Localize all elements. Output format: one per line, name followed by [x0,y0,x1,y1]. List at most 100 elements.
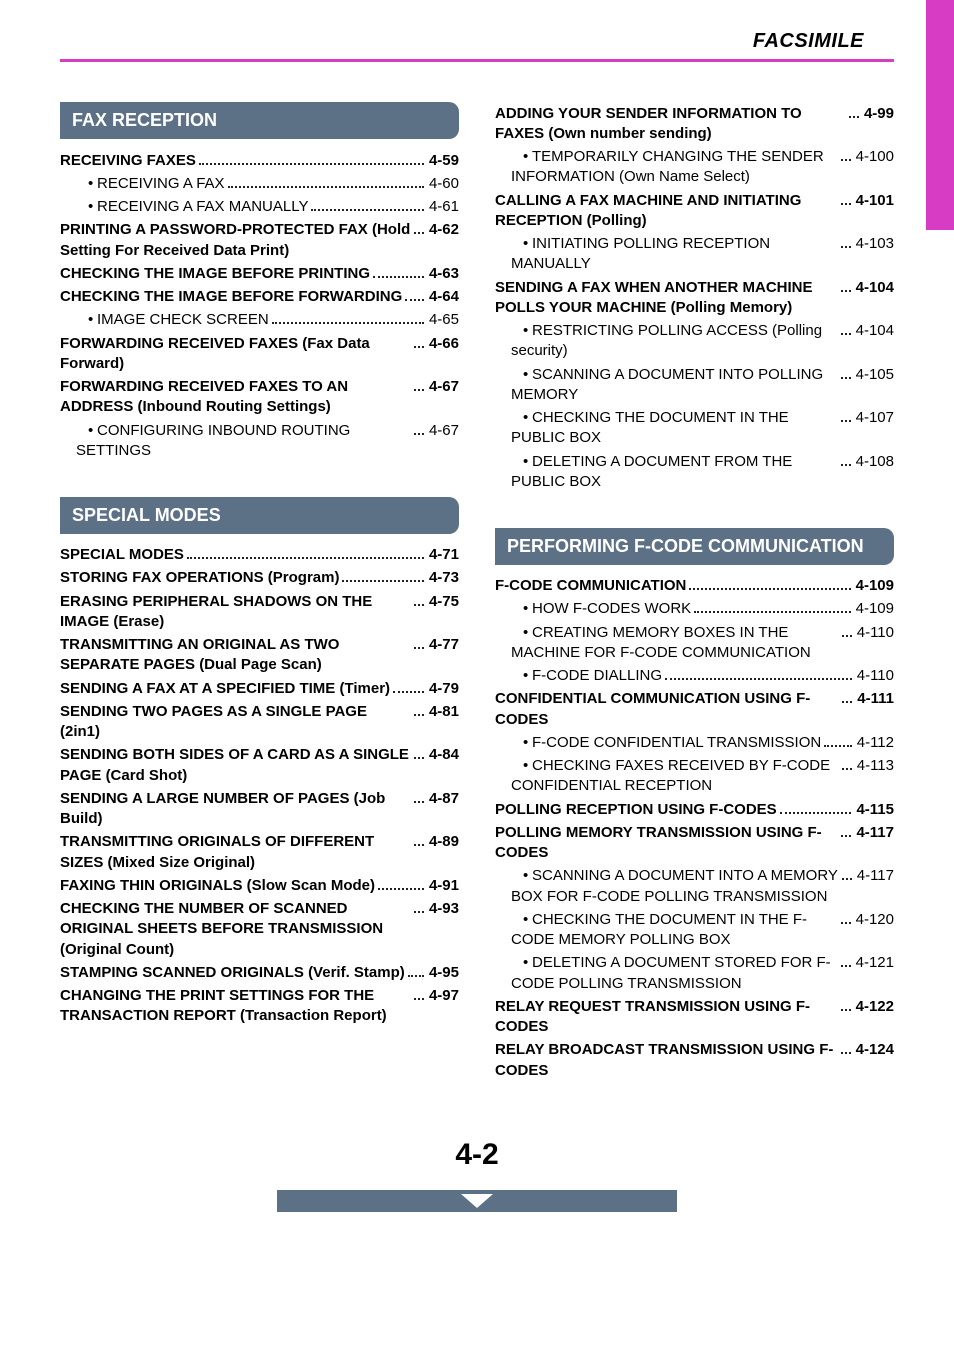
toc-page: 4-110 [855,623,894,643]
leader-dots [842,691,852,703]
toc-entry[interactable]: •RESTRICTING POLLING ACCESS (Polling sec… [495,320,894,364]
toc-label: CALLING A FAX MACHINE AND INITIATING REC… [495,191,838,232]
toc-page: 4-95 [427,963,459,983]
toc-entry[interactable]: STORING FAX OPERATIONS (Program)4-73 [60,567,459,590]
toc-entry[interactable]: •INITIATING POLLING RECEPTION MANUALLY 4-… [495,233,894,277]
toc-entry[interactable]: CHANGING THE PRINT SETTINGS FOR THE TRAN… [60,985,459,1029]
toc-page: 4-103 [854,234,894,254]
toc-label: RELAY REQUEST TRANSMISSION USING F-CODES [495,997,838,1038]
toc-page: 4-84 [427,745,459,765]
toc-entry[interactable]: FAXING THIN ORIGINALS (Slow Scan Mode)4-… [60,874,459,897]
toc-entry[interactable]: SENDING TWO PAGES AS A SINGLE PAGE (2in1… [60,700,459,744]
leader-dots [187,547,424,559]
leader-dots [311,199,424,211]
toc-page: 4-117 [855,866,894,886]
toc-page: 4-93 [427,899,459,919]
toc-page: 4-65 [427,310,459,330]
toc-entry[interactable]: •DELETING A DOCUMENT FROM THE PUBLIC BOX… [495,450,894,494]
toc-page: 4-100 [854,147,894,167]
toc-entry[interactable]: RECEIVING FAXES4-59 [60,149,459,172]
toc-entry[interactable]: •RECEIVING A FAX4-60 [60,172,459,195]
page: FACSIMILE FAX RECEPTIONRECEIVING FAXES4-… [0,0,954,1252]
toc-entry[interactable]: SENDING A FAX AT A SPECIFIED TIME (Timer… [60,677,459,700]
toc-entry[interactable]: POLLING RECEPTION USING F-CODES4-115 [495,798,894,821]
toc-label: SENDING TWO PAGES AS A SINGLE PAGE (2in1… [60,702,411,743]
leader-dots [272,312,424,324]
toc-entry[interactable]: •DELETING A DOCUMENT STORED FOR F-CODE P… [495,952,894,996]
toc-entry[interactable]: CONFIDENTIAL COMMUNICATION USING F-CODES… [495,688,894,732]
footer-bar [0,1190,954,1212]
toc-entry[interactable]: FORWARDING RECEIVED FAXES (Fax Data Forw… [60,332,459,376]
leader-dots [841,1042,851,1054]
leader-dots [414,222,424,234]
toc-label: •F-CODE DIALLING [511,666,662,686]
toc-page: 4-101 [854,191,894,211]
toc-entry[interactable]: POLLING MEMORY TRANSMISSION USING F-CODE… [495,821,894,865]
toc-entry[interactable]: RELAY REQUEST TRANSMISSION USING F-CODES… [495,995,894,1039]
toc-entry[interactable]: CALLING A FAX MACHINE AND INITIATING REC… [495,189,894,233]
toc-entry[interactable]: SENDING A FAX WHEN ANOTHER MACHINE POLLS… [495,276,894,320]
toc-entry[interactable]: •TEMPORARILY CHANGING THE SENDER INFORMA… [495,146,894,190]
toc-entry[interactable]: •RECEIVING A FAX MANUALLY4-61 [60,196,459,219]
toc-label: CHECKING THE IMAGE BEFORE FORWARDING [60,287,402,307]
next-page-button[interactable] [277,1190,677,1212]
leader-dots [841,193,851,205]
header-title: FACSIMILE [60,30,894,53]
toc-entry[interactable]: SENDING BOTH SIDES OF A CARD AS A SINGLE… [60,744,459,788]
toc-page: 4-66 [427,334,459,354]
toc-entry[interactable]: ERASING PERIPHERAL SHADOWS ON THE IMAGE … [60,590,459,634]
toc-label: RELAY BROADCAST TRANSMISSION USING F-COD… [495,1040,838,1081]
toc-entry[interactable]: TRANSMITTING ORIGINALS OF DIFFERENT SIZE… [60,831,459,875]
toc-label: •CHECKING THE DOCUMENT IN THE F-CODE MEM… [511,910,838,951]
toc-entry[interactable]: •CONFIGURING INBOUND ROUTING SETTINGS4-6… [60,419,459,463]
toc-entry[interactable]: TRANSMITTING AN ORIGINAL AS TWO SEPARATE… [60,634,459,678]
toc-entry[interactable]: ADDING YOUR SENDER INFORMATION TO FAXES … [495,102,894,146]
leader-dots [414,379,424,391]
toc-entry[interactable]: •CHECKING THE DOCUMENT IN THE PUBLIC BOX… [495,407,894,451]
toc-entry[interactable]: •CHECKING FAXES RECEIVED BY F-CODE CONFI… [495,755,894,799]
toc-label: TRANSMITTING ORIGINALS OF DIFFERENT SIZE… [60,832,411,873]
leader-dots [849,106,859,118]
leader-dots [414,901,424,913]
toc-entry[interactable]: CHECKING THE IMAGE BEFORE PRINTING4-63 [60,262,459,285]
toc-entry[interactable]: F-CODE COMMUNICATION4-109 [495,575,894,598]
leader-dots [842,758,852,770]
toc-entry[interactable]: PRINTING A PASSWORD-PROTECTED FAX (Hold … [60,219,459,263]
toc-entry[interactable]: FORWARDING RECEIVED FAXES TO AN ADDRESS … [60,376,459,420]
toc-page: 4-62 [427,220,459,240]
toc-label: •INITIATING POLLING RECEPTION MANUALLY [511,234,838,275]
toc-page: 4-124 [854,1040,894,1060]
side-tab [926,0,954,230]
toc-label: •RECEIVING A FAX MANUALLY [76,197,308,217]
toc-entry[interactable]: STAMPING SCANNED ORIGINALS (Verif. Stamp… [60,961,459,984]
toc-label: SENDING BOTH SIDES OF A CARD AS A SINGLE… [60,745,411,786]
toc-entry[interactable]: CHECKING THE IMAGE BEFORE FORWARDING4-64 [60,286,459,309]
toc-entry[interactable]: •CHECKING THE DOCUMENT IN THE F-CODE MEM… [495,908,894,952]
leader-dots [414,834,424,846]
toc-entry[interactable]: •SCANNING A DOCUMENT INTO A MEMORY BOX F… [495,865,894,909]
toc-label: •CONFIGURING INBOUND ROUTING SETTINGS [76,421,411,462]
toc-entry[interactable]: •IMAGE CHECK SCREEN4-65 [60,309,459,332]
chevron-down-icon [461,1194,493,1208]
toc-entry[interactable]: •F-CODE CONFIDENTIAL TRANSMISSION4-112 [495,731,894,754]
toc-entry[interactable]: •CREATING MEMORY BOXES IN THE MACHINE FO… [495,621,894,665]
toc-page: 4-63 [427,264,459,284]
leader-dots [414,704,424,716]
toc-label: •RESTRICTING POLLING ACCESS (Polling sec… [511,321,838,362]
toc-label: STORING FAX OPERATIONS (Program) [60,568,339,588]
leader-dots [373,266,424,278]
toc-page: 4-89 [427,832,459,852]
leader-dots [841,999,851,1011]
toc-entry[interactable]: RELAY BROADCAST TRANSMISSION USING F-COD… [495,1039,894,1083]
toc-entry[interactable]: CHECKING THE NUMBER OF SCANNED ORIGINAL … [60,898,459,962]
toc-page: 4-121 [854,953,894,973]
toc-entry[interactable]: •F-CODE DIALLING4-110 [495,665,894,688]
toc-label: POLLING RECEPTION USING F-CODES [495,800,777,820]
toc-entry[interactable]: SENDING A LARGE NUMBER OF PAGES (Job Bui… [60,787,459,831]
toc-page: 4-67 [427,377,459,397]
toc-entry[interactable]: SPECIAL MODES4-71 [60,544,459,567]
toc-entry[interactable]: •HOW F-CODES WORK4-109 [495,598,894,621]
leader-dots [841,236,851,248]
leader-dots [780,802,852,814]
toc-entry[interactable]: •SCANNING A DOCUMENT INTO POLLING MEMORY… [495,363,894,407]
